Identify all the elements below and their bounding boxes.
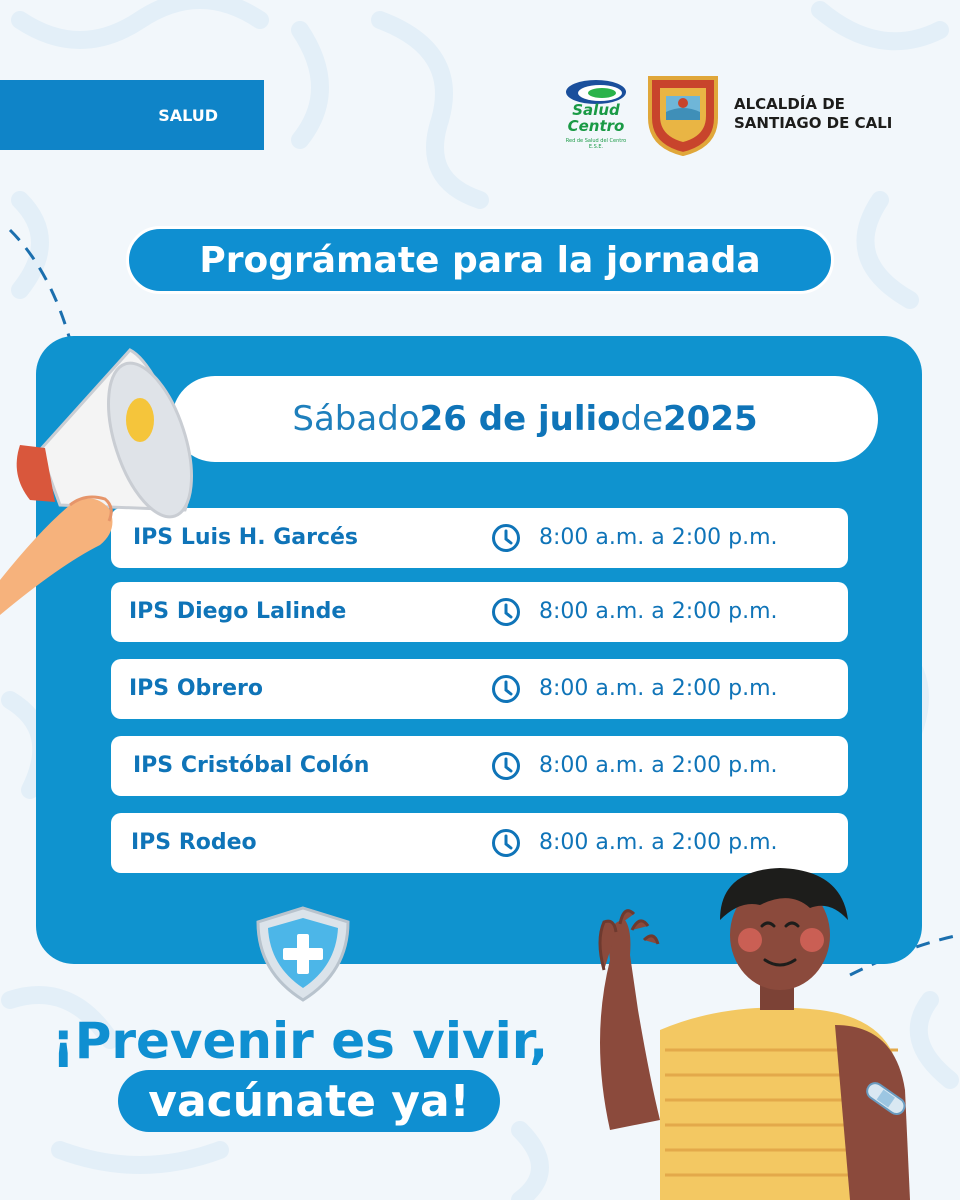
slogan-line2: vacúnate ya! — [118, 1070, 500, 1132]
site-name: IPS Obrero — [129, 676, 263, 701]
clock-icon — [492, 829, 520, 857]
section-tag-label: SALUD — [158, 105, 218, 125]
site-name: IPS Luis H. Garcés — [133, 525, 359, 550]
alcaldia-logo-text: ALCALDÍA DE SANTIAGO DE CALI — [734, 95, 892, 133]
alcaldia-line2: SANTIAGO DE CALI — [734, 114, 893, 132]
site-hours: 8:00 a.m. a 2:00 p.m. — [539, 676, 778, 701]
salud-centro-logo: Salud Centro Red de Salud del Centro E.S… — [560, 78, 632, 154]
schedule-row: IPS Rodeo 8:00 a.m. a 2:00 p.m. — [111, 813, 848, 873]
salud-centro-line1: Salud — [572, 101, 620, 119]
date-year: 2025 — [663, 399, 758, 439]
site-hours: 8:00 a.m. a 2:00 p.m. — [539, 753, 778, 778]
salud-centro-subtitle: Red de Salud del Centro E.S.E. — [565, 138, 627, 150]
clock-icon — [492, 524, 520, 552]
shield-plus-icon — [256, 906, 350, 1002]
salud-centro-emblem-icon — [566, 80, 626, 104]
slogan-line1: ¡Prevenir es vivir, — [51, 1012, 549, 1070]
date-weekday: Sábado — [292, 399, 420, 439]
person-illustration — [598, 868, 910, 1200]
schedule-row: IPS Obrero 8:00 a.m. a 2:00 p.m. — [111, 659, 848, 719]
date-connector: de — [620, 399, 664, 439]
site-name: IPS Diego Lalinde — [129, 599, 347, 624]
clock-icon — [492, 752, 520, 780]
schedule-row: IPS Cristóbal Colón 8:00 a.m. a 2:00 p.m… — [111, 736, 848, 796]
alcaldia-line1: ALCALDÍA DE — [734, 95, 845, 113]
salud-centro-line2: Centro — [567, 117, 625, 135]
date-banner: Sábado 26 de julio de 2025 — [172, 376, 878, 462]
clock-icon — [492, 598, 520, 626]
site-name: IPS Cristóbal Colón — [133, 753, 370, 778]
schedule-row: IPS Luis H. Garcés 8:00 a.m. a 2:00 p.m. — [111, 508, 848, 568]
site-hours: 8:00 a.m. a 2:00 p.m. — [539, 525, 778, 550]
schedule-row: IPS Diego Lalinde 8:00 a.m. a 2:00 p.m. — [111, 582, 848, 642]
bandage-icon — [866, 1082, 906, 1116]
date-day-month: 26 de julio — [419, 399, 621, 439]
site-hours: 8:00 a.m. a 2:00 p.m. — [539, 599, 778, 624]
section-tag: SALUD — [0, 80, 264, 150]
megaphone-icon — [0, 348, 193, 615]
site-hours: 8:00 a.m. a 2:00 p.m. — [539, 830, 778, 855]
clock-icon — [492, 675, 520, 703]
headline: Prográmate para la jornada — [126, 226, 834, 294]
site-name: IPS Rodeo — [131, 830, 257, 855]
cali-crest-icon — [648, 76, 718, 157]
